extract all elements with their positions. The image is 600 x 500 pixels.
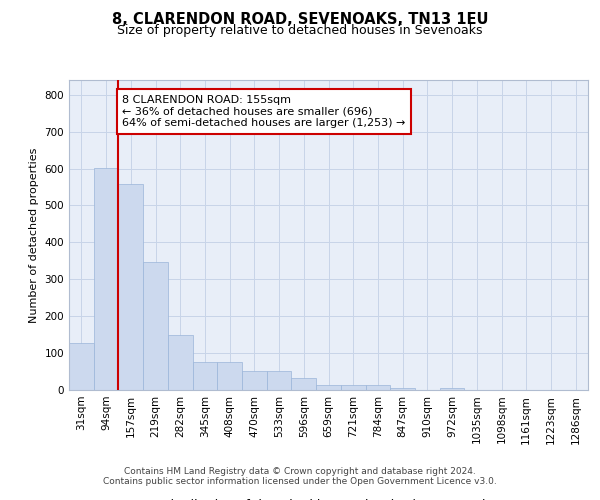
Bar (267, 371, 292, 390)
Bar (440, 388, 464, 390)
Y-axis label: Number of detached properties: Number of detached properties (29, 148, 39, 322)
Bar (242, 371, 267, 390)
Bar (94, 168, 118, 390)
Bar (341, 385, 365, 390)
Bar (292, 378, 316, 390)
X-axis label: Distribution of detached houses by size in Sevenoaks: Distribution of detached houses by size … (161, 499, 496, 500)
Text: Contains public sector information licensed under the Open Government Licence v3: Contains public sector information licen… (103, 477, 497, 486)
Text: 8, CLARENDON ROAD, SEVENOAKS, TN13 1EU: 8, CLARENDON ROAD, SEVENOAKS, TN13 1EU (112, 12, 488, 28)
Bar (390, 388, 415, 390)
Bar (143, 262, 168, 390)
Text: 8 CLARENDON ROAD: 155sqm
← 36% of detached houses are smaller (696)
64% of semi-: 8 CLARENDON ROAD: 155sqm ← 36% of detach… (122, 95, 406, 128)
Bar (365, 385, 390, 390)
Text: Size of property relative to detached houses in Sevenoaks: Size of property relative to detached ho… (117, 24, 483, 37)
Bar (69, 343, 94, 390)
Text: Contains HM Land Registry data © Crown copyright and database right 2024.: Contains HM Land Registry data © Crown c… (124, 467, 476, 476)
Bar (193, 362, 217, 390)
Bar (217, 362, 242, 390)
Bar (168, 334, 193, 390)
Bar (316, 385, 341, 390)
Bar (118, 184, 143, 390)
